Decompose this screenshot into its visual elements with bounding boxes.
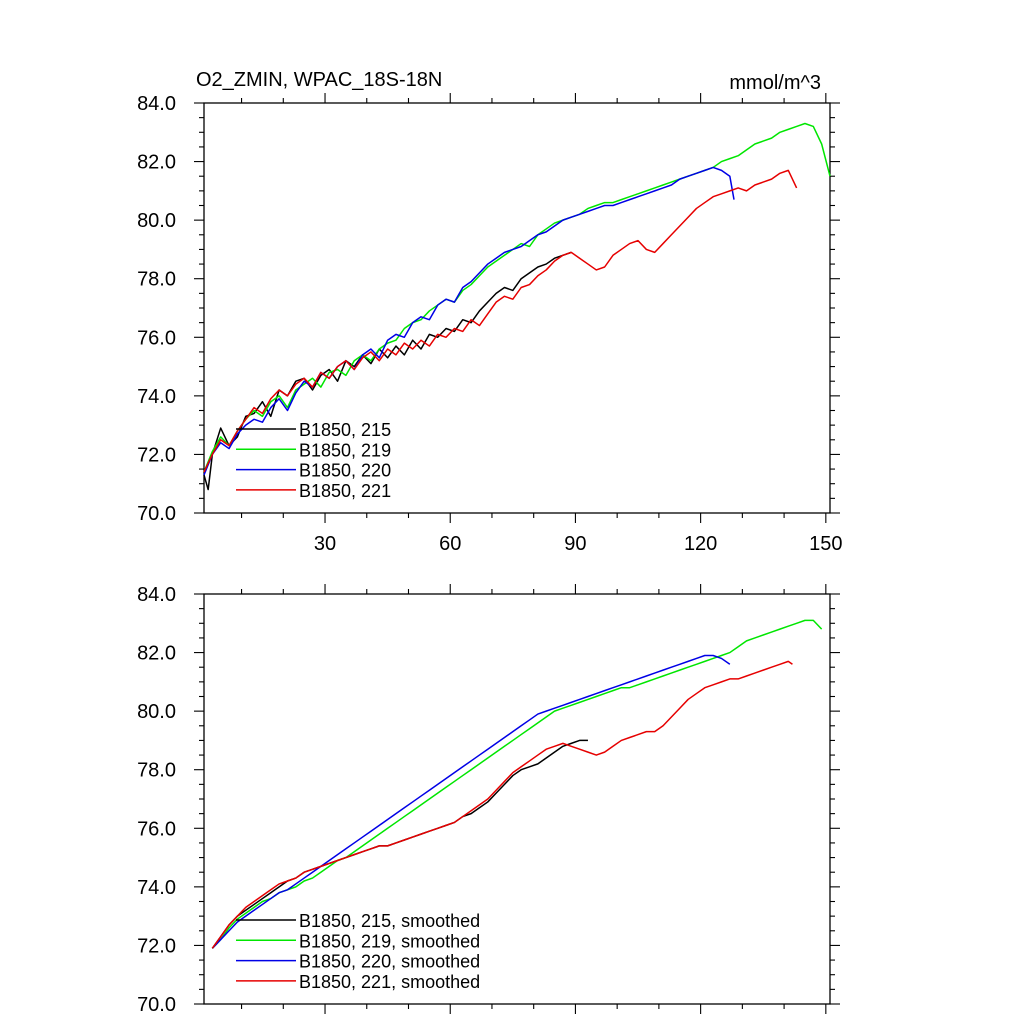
y-tick-label: 84.0 bbox=[137, 584, 176, 606]
legend-item: B1850, 219, smoothed bbox=[236, 931, 480, 951]
series-line bbox=[211, 619, 823, 949]
y-tick-label: 70.0 bbox=[137, 994, 176, 1016]
y-tick-label: 84.0 bbox=[137, 93, 176, 115]
y-tick-label: 80.0 bbox=[137, 210, 176, 232]
x-tick-label: 60 bbox=[439, 533, 461, 555]
legend-label: B1850, 215 bbox=[299, 420, 391, 440]
legend-label: B1850, 219, smoothed bbox=[299, 931, 480, 951]
tick-marks bbox=[194, 584, 840, 1014]
series-line bbox=[203, 166, 735, 476]
y-tick-label: 70.0 bbox=[137, 503, 176, 525]
x-tick-label: 90 bbox=[564, 533, 586, 555]
series-line bbox=[203, 169, 798, 473]
y-tick-label: 74.0 bbox=[137, 877, 176, 899]
legend-item: B1850, 215, smoothed bbox=[236, 911, 480, 931]
series-line bbox=[211, 654, 731, 949]
plot-frame bbox=[203, 102, 831, 514]
series-line bbox=[203, 122, 831, 473]
legend-item: B1850, 221 bbox=[236, 481, 391, 501]
series-lines bbox=[203, 122, 831, 491]
x-tick-labels: 30 60 90 120 150 bbox=[314, 533, 843, 555]
legend-label: B1850, 221, smoothed bbox=[299, 972, 480, 992]
legend-label: B1850, 220, smoothed bbox=[299, 952, 480, 972]
series-line bbox=[211, 660, 793, 949]
series-lines bbox=[211, 619, 823, 949]
top-panel: O2_ZMIN, WPAC_18S-18N mmol/m^3 70.072.07… bbox=[137, 69, 842, 555]
legend-item: B1850, 220, smoothed bbox=[236, 952, 480, 972]
legend: B1850, 215, smoothed B1850, 219, smoothe… bbox=[236, 911, 480, 992]
series-line bbox=[203, 251, 572, 491]
y-tick-label: 82.0 bbox=[137, 152, 176, 174]
y-tick-label: 72.0 bbox=[137, 935, 176, 957]
plot-frame bbox=[203, 593, 831, 1005]
tick-marks bbox=[194, 93, 840, 523]
y-tick-label: 72.0 bbox=[137, 444, 176, 466]
x-tick-label: 150 bbox=[809, 533, 842, 555]
legend-item: B1850, 220 bbox=[236, 461, 391, 481]
y-tick-label: 82.0 bbox=[137, 643, 176, 665]
y-tick-label: 76.0 bbox=[137, 327, 176, 349]
legend-item: B1850, 221, smoothed bbox=[236, 972, 480, 992]
legend-item: B1850, 215 bbox=[236, 420, 391, 440]
x-tick-label: 120 bbox=[684, 533, 717, 555]
x-tick-label: 30 bbox=[314, 533, 336, 555]
y-tick-labels: 70.0 72.0 74.0 76.0 78.0 80.0 82.0 84.0 bbox=[137, 93, 176, 525]
legend-label: B1850, 215, smoothed bbox=[299, 911, 480, 931]
bottom-panel: 70.0 72.0 74.0 76.0 78.0 80.0 82.0 84.0 B1850, … bbox=[137, 584, 840, 1016]
legend: B1850, 215 B1850, 219 B1850, 220 B1850, … bbox=[236, 420, 391, 501]
legend-label: B1850, 220 bbox=[299, 461, 391, 481]
y-tick-label: 80.0 bbox=[137, 701, 176, 723]
y-tick-label: 76.0 bbox=[137, 818, 176, 840]
y-tick-label: 78.0 bbox=[137, 760, 176, 782]
y-tick-labels: 70.0 72.0 74.0 76.0 78.0 80.0 82.0 84.0 bbox=[137, 584, 176, 1016]
legend-label: B1850, 219 bbox=[299, 440, 391, 460]
chart-title: O2_ZMIN, WPAC_18S-18N bbox=[196, 69, 442, 91]
y-tick-label: 78.0 bbox=[137, 269, 176, 291]
units-label: mmol/m^3 bbox=[729, 72, 821, 94]
legend-label: B1850, 221 bbox=[299, 481, 391, 501]
y-tick-label: 74.0 bbox=[137, 386, 176, 408]
legend-item: B1850, 219 bbox=[236, 440, 391, 460]
